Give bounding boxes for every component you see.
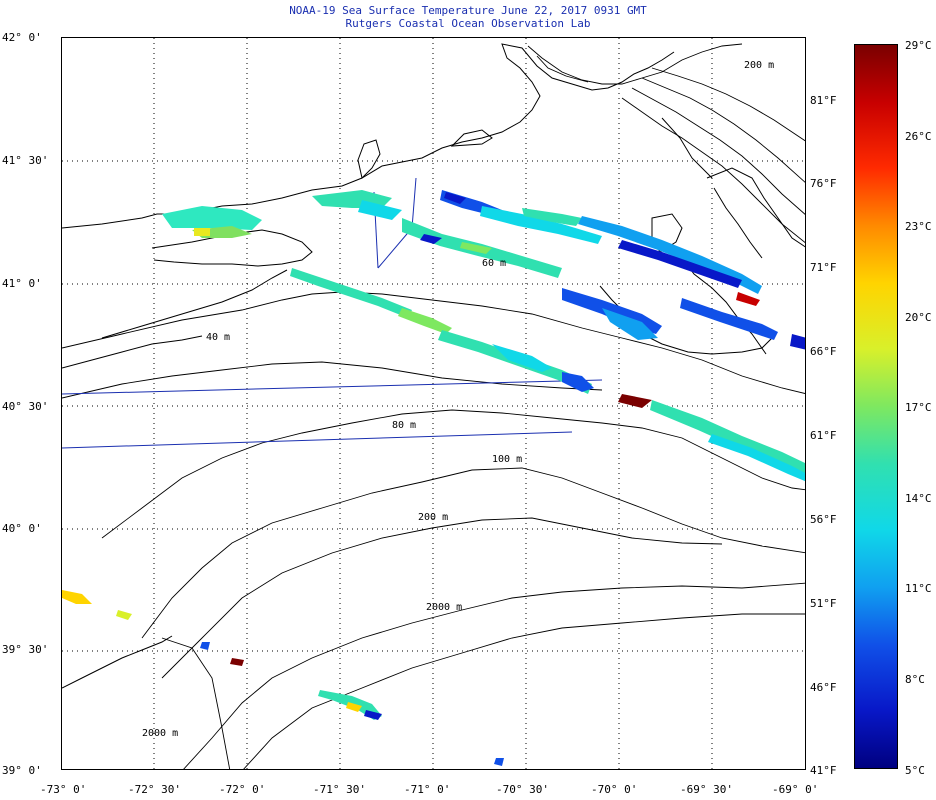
- map-canvas: 40 m 60 m 80 m 100 m 200 m 2000 m 200 m …: [62, 38, 805, 769]
- lat-label-40: 40° 0': [2, 522, 42, 535]
- lon-label-72-30: -72° 30': [128, 783, 181, 796]
- map-title: NOAA-19 Sea Surface Temperature June 22,…: [289, 4, 647, 17]
- fahrenheit-label-61: 61°F: [810, 429, 837, 442]
- fahrenheit-label-56: 56°F: [810, 513, 837, 526]
- lat-label-39: 39° 0': [2, 764, 42, 777]
- lon-label-70: -70° 0': [591, 783, 638, 796]
- fahrenheit-label-66: 66°F: [810, 345, 837, 358]
- celsius-label-5: 5°C: [905, 764, 925, 777]
- celsius-label-26: 26°C: [905, 130, 932, 143]
- sst-map[interactable]: 40 m 60 m 80 m 100 m 200 m 2000 m 200 m …: [61, 37, 806, 770]
- celsius-label-23: 23°C: [905, 220, 932, 233]
- depth-label-2000m: 2000 m: [426, 602, 462, 613]
- celsius-label-17: 17°C: [905, 401, 932, 414]
- depth-label-80m: 80 m: [392, 420, 416, 431]
- depth-label-100m: 100 m: [492, 454, 522, 465]
- depth-label-200m-north: 200 m: [744, 60, 774, 71]
- fahrenheit-label-41: 41°F: [810, 764, 837, 777]
- lon-label-71-30: -71° 30': [313, 783, 366, 796]
- celsius-label-14: 14°C: [905, 492, 932, 505]
- celsius-label-11: 11°C: [905, 582, 932, 595]
- fahrenheit-label-46: 46°F: [810, 681, 837, 694]
- lon-label-71: -71° 0': [404, 783, 451, 796]
- lat-label-41: 41° 0': [2, 277, 42, 290]
- coastline: [62, 43, 805, 689]
- depth-label-2000m-south: 2000 m: [142, 728, 178, 739]
- lon-label-70-30: -70° 30': [496, 783, 549, 796]
- depth-labels: 40 m 60 m 80 m 100 m 200 m 2000 m 200 m …: [142, 60, 774, 739]
- sst-swaths: [62, 190, 805, 766]
- fahrenheit-label-76: 76°F: [810, 177, 837, 190]
- lon-label-69: -69° 0': [772, 783, 819, 796]
- celsius-label-8: 8°C: [905, 673, 925, 686]
- depth-label-40m: 40 m: [206, 332, 230, 343]
- fahrenheit-label-51: 51°F: [810, 597, 837, 610]
- lat-label-40-30: 40° 30': [2, 400, 49, 413]
- lat-label-42: 42° 0': [2, 31, 42, 44]
- fahrenheit-label-71: 71°F: [810, 261, 837, 274]
- lat-label-39-30: 39° 30': [2, 643, 49, 656]
- depth-label-200m: 200 m: [418, 512, 448, 523]
- depth-label-60m: 60 m: [482, 258, 506, 269]
- graticule: [62, 38, 805, 769]
- celsius-label-29: 29°C: [905, 39, 932, 52]
- map-subtitle: Rutgers Coastal Ocean Observation Lab: [345, 17, 591, 30]
- celsius-label-20: 20°C: [905, 311, 932, 324]
- temperature-colorbar: [854, 44, 898, 769]
- lat-label-41-30: 41° 30': [2, 154, 49, 167]
- bathymetry-contours: [62, 43, 805, 769]
- lon-label-69-30: -69° 30': [680, 783, 733, 796]
- fahrenheit-label-81: 81°F: [810, 94, 837, 107]
- lon-label-73: -73° 0': [40, 783, 87, 796]
- lon-label-72: -72° 0': [219, 783, 266, 796]
